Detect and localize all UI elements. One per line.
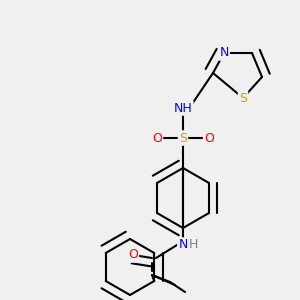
Text: O: O (152, 131, 162, 145)
Text: N: N (178, 238, 188, 251)
Text: O: O (204, 131, 214, 145)
Text: O: O (128, 248, 138, 262)
Text: N: N (219, 46, 229, 59)
Text: S: S (179, 131, 187, 145)
Text: H: H (188, 238, 198, 251)
Text: NH: NH (174, 101, 192, 115)
Text: S: S (239, 92, 247, 104)
